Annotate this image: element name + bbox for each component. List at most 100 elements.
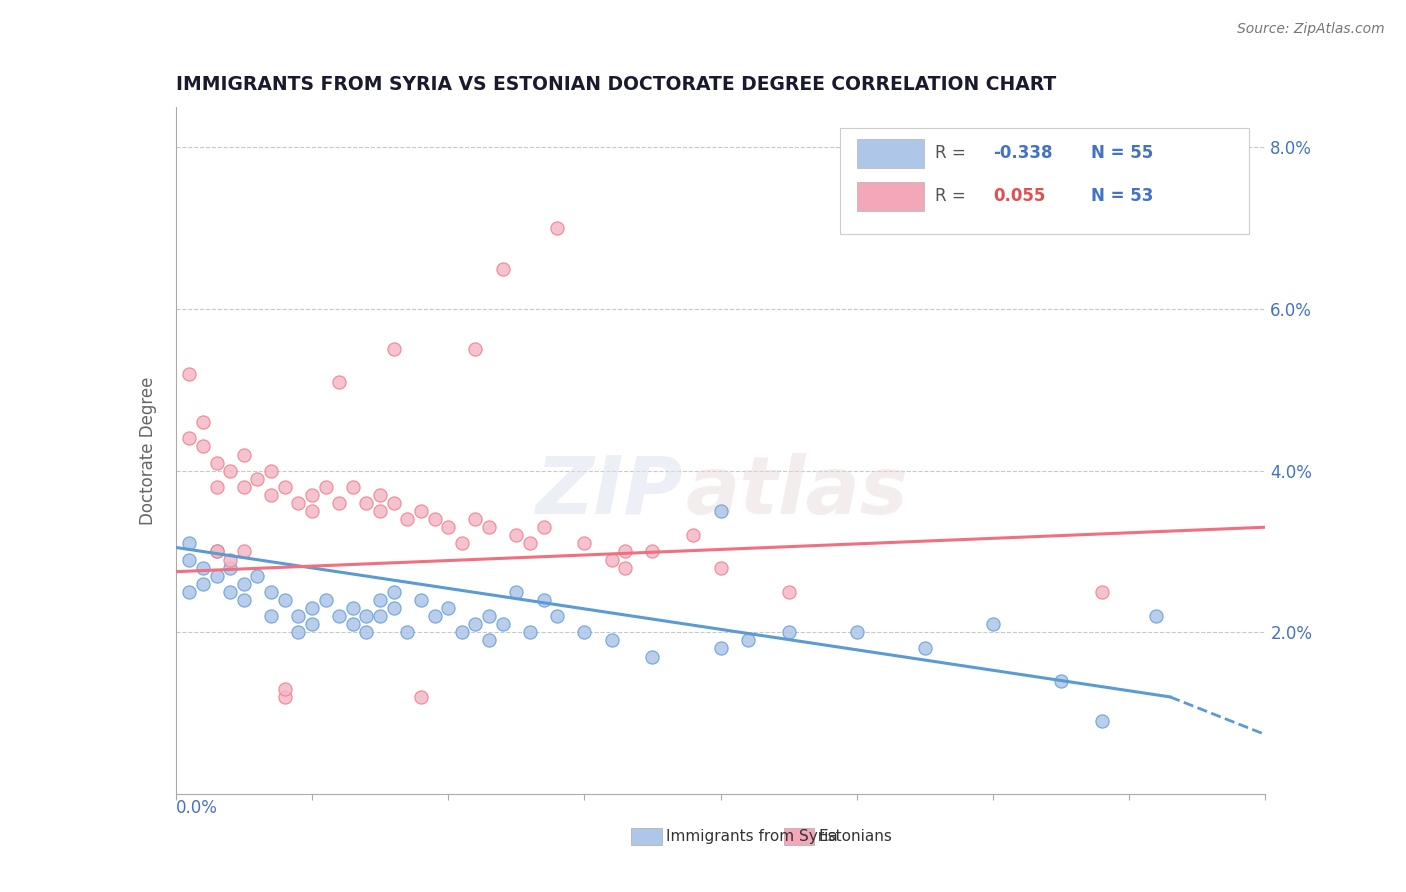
Point: [1050, 673, 1073, 688]
Point: [205, 456, 228, 470]
Point: [778, 625, 800, 640]
Text: Immigrants from Syria: Immigrants from Syria: [666, 829, 838, 844]
Point: [205, 480, 228, 494]
Point: [301, 504, 323, 518]
Point: [546, 609, 568, 624]
Point: [600, 552, 623, 566]
Point: [246, 568, 269, 582]
Point: [382, 585, 405, 599]
Point: [274, 690, 297, 704]
Point: [574, 625, 596, 640]
Point: [356, 625, 378, 640]
Point: [179, 431, 201, 445]
Point: [179, 585, 201, 599]
Text: atlas: atlas: [686, 452, 908, 531]
Point: [260, 609, 283, 624]
Point: [737, 633, 759, 648]
Point: [382, 343, 405, 357]
Text: R =: R =: [935, 186, 972, 204]
Point: [219, 464, 242, 478]
Point: [246, 472, 269, 486]
Point: [464, 512, 486, 526]
Text: 0.055: 0.055: [993, 186, 1046, 204]
Point: [492, 617, 515, 632]
Point: [301, 601, 323, 615]
Point: [368, 488, 391, 502]
FancyBboxPatch shape: [783, 828, 814, 845]
Text: Source: ZipAtlas.com: Source: ZipAtlas.com: [1237, 22, 1385, 37]
Point: [219, 560, 242, 574]
Point: [396, 625, 419, 640]
Point: [205, 544, 228, 558]
Point: [179, 536, 201, 550]
Point: [519, 625, 541, 640]
Point: [368, 504, 391, 518]
Point: [382, 496, 405, 510]
Point: [191, 576, 214, 591]
Point: [328, 375, 350, 389]
Text: -0.338: -0.338: [993, 145, 1053, 162]
Point: [1144, 609, 1167, 624]
Point: [356, 609, 378, 624]
Text: R =: R =: [935, 145, 972, 162]
Point: [191, 560, 214, 574]
Point: [328, 496, 350, 510]
Text: Estonians: Estonians: [818, 829, 893, 844]
Point: [492, 261, 515, 276]
Point: [1091, 714, 1114, 728]
Point: [287, 496, 309, 510]
Point: [778, 585, 800, 599]
Point: [450, 625, 472, 640]
Point: [533, 520, 555, 534]
Point: [260, 585, 283, 599]
Point: [342, 480, 364, 494]
Point: [232, 576, 254, 591]
Point: [179, 367, 201, 381]
Point: [232, 544, 254, 558]
Point: [191, 415, 214, 429]
Point: [423, 609, 446, 624]
Point: [342, 601, 364, 615]
Point: [205, 568, 228, 582]
Point: [274, 681, 297, 696]
Point: [519, 536, 541, 550]
Text: N = 55: N = 55: [1091, 145, 1153, 162]
Point: [368, 609, 391, 624]
Point: [710, 560, 733, 574]
Point: [710, 504, 733, 518]
Y-axis label: Doctorate Degree: Doctorate Degree: [139, 376, 157, 524]
Point: [356, 496, 378, 510]
Point: [287, 625, 309, 640]
FancyBboxPatch shape: [631, 828, 662, 845]
Point: [478, 633, 501, 648]
Point: [205, 544, 228, 558]
Point: [409, 504, 432, 518]
Point: [368, 593, 391, 607]
Point: [464, 617, 486, 632]
Point: [287, 609, 309, 624]
Text: IMMIGRANTS FROM SYRIA VS ESTONIAN DOCTORATE DEGREE CORRELATION CHART: IMMIGRANTS FROM SYRIA VS ESTONIAN DOCTOR…: [176, 75, 1056, 95]
Point: [301, 617, 323, 632]
Text: N = 53: N = 53: [1091, 186, 1153, 204]
Point: [614, 560, 637, 574]
Point: [409, 593, 432, 607]
FancyBboxPatch shape: [856, 182, 924, 211]
Point: [274, 593, 297, 607]
Point: [614, 544, 637, 558]
Point: [464, 343, 486, 357]
Point: [315, 593, 337, 607]
Point: [219, 585, 242, 599]
Point: [191, 439, 214, 453]
Point: [845, 625, 868, 640]
Point: [409, 690, 432, 704]
FancyBboxPatch shape: [856, 139, 924, 169]
Point: [710, 641, 733, 656]
Point: [328, 609, 350, 624]
Point: [505, 585, 527, 599]
Point: [396, 512, 419, 526]
Point: [301, 488, 323, 502]
Point: [232, 448, 254, 462]
Point: [981, 617, 1004, 632]
Text: 0.0%: 0.0%: [176, 799, 218, 817]
Point: [478, 520, 501, 534]
